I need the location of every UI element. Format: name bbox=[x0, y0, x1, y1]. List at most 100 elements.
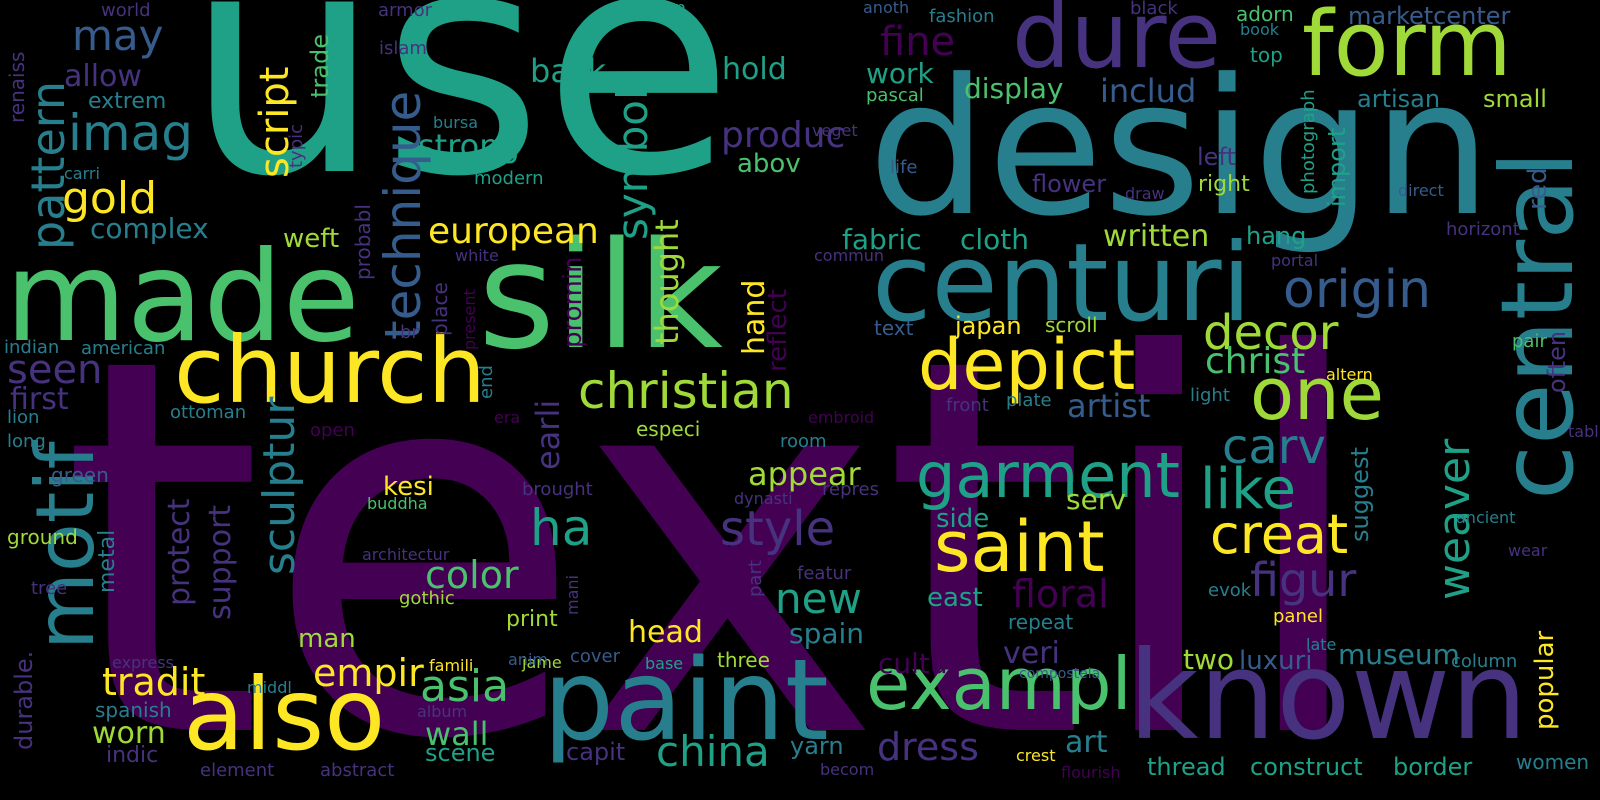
word-gold: gold bbox=[62, 173, 158, 224]
word-suggest: suggest bbox=[1346, 447, 1374, 542]
word-head: head bbox=[628, 615, 703, 650]
word-cover: cover bbox=[570, 646, 621, 667]
word-black: black bbox=[1130, 0, 1178, 19]
word-hang: hang bbox=[1246, 222, 1307, 250]
word-sculptur: sculptur bbox=[254, 396, 305, 575]
word-floral: floral bbox=[1012, 572, 1109, 616]
word-art: art bbox=[1065, 725, 1108, 760]
word-first: first bbox=[10, 382, 69, 417]
word-cultur: cultur bbox=[878, 647, 960, 680]
word-popular: popular bbox=[1530, 630, 1560, 730]
word-produc: produc bbox=[721, 115, 846, 156]
word-cloth: cloth bbox=[960, 223, 1030, 256]
word-jame: jame bbox=[522, 653, 562, 672]
word-indian: indian bbox=[4, 337, 60, 358]
word-museum: museum bbox=[1338, 638, 1460, 671]
word-white: white bbox=[455, 246, 499, 265]
word-work: work bbox=[866, 57, 934, 90]
word-scroll: scroll bbox=[1045, 313, 1098, 337]
word-tree: tree bbox=[31, 578, 68, 599]
word-appear: appear bbox=[748, 455, 861, 493]
word-life: life bbox=[890, 157, 918, 178]
word-anim: anim bbox=[508, 650, 548, 669]
word-tabl: tabl bbox=[1568, 422, 1599, 441]
word-durable: durable. bbox=[10, 650, 38, 750]
word-made: made bbox=[5, 225, 360, 370]
word-book: book bbox=[1240, 20, 1279, 39]
word-part: part bbox=[745, 560, 766, 597]
word-women: women bbox=[1516, 750, 1590, 774]
word-compostela: compostela bbox=[1019, 666, 1101, 682]
word-typic: typic bbox=[286, 123, 307, 168]
word-era: era bbox=[494, 408, 521, 427]
word-weft: weft bbox=[283, 224, 340, 254]
word-china: china bbox=[656, 727, 770, 776]
word-evok: evok bbox=[1208, 580, 1252, 601]
word-repres: repres bbox=[822, 479, 879, 500]
word-church: church bbox=[174, 317, 486, 424]
word-wall: wall bbox=[425, 715, 489, 753]
word-br: br bbox=[400, 322, 419, 343]
word-flower: flower bbox=[1032, 170, 1107, 198]
word-written: written bbox=[1103, 219, 1210, 254]
word-east: east bbox=[927, 583, 983, 613]
word-left: left bbox=[1197, 143, 1236, 171]
word-luxuri: luxuri bbox=[1239, 646, 1313, 676]
word-veri: veri bbox=[1003, 636, 1060, 671]
word-american: american bbox=[81, 338, 166, 359]
word-construct: construct bbox=[1250, 753, 1363, 781]
word-ancient: ancient bbox=[1456, 508, 1516, 527]
word-exampl: exampl bbox=[866, 642, 1132, 726]
word-ha: ha bbox=[530, 499, 593, 557]
word-kesi: kesi bbox=[383, 472, 434, 502]
word-reflect: reflect bbox=[763, 289, 793, 372]
word-architectur: architectur bbox=[362, 545, 450, 564]
word-fabric: fabric bbox=[842, 223, 922, 256]
word-centuri: centuri bbox=[872, 221, 1252, 346]
word-saint: saint bbox=[934, 506, 1105, 588]
word-veget: veget bbox=[812, 121, 858, 140]
word-renaiss: renaiss bbox=[5, 51, 29, 123]
word-symbol: symbol bbox=[608, 88, 657, 240]
word-japan: japan bbox=[955, 312, 1022, 340]
word-promin: promin bbox=[558, 256, 588, 348]
word-express: express bbox=[112, 653, 174, 672]
word-modern: modern bbox=[474, 168, 544, 189]
word-adorn: adorn bbox=[1236, 2, 1294, 26]
word-direct: direct bbox=[1398, 181, 1444, 200]
word-often: often bbox=[1543, 330, 1571, 393]
word-three: three bbox=[717, 648, 770, 672]
word-man: man bbox=[298, 624, 356, 654]
word-earli: earli bbox=[529, 399, 567, 470]
word-present: present bbox=[460, 289, 479, 350]
word-commun: commun bbox=[814, 246, 885, 265]
word-one: one bbox=[1250, 352, 1384, 436]
word-complex: complex bbox=[90, 212, 209, 245]
word-textil: textil bbox=[60, 247, 1376, 800]
word-altern: altern bbox=[1326, 365, 1373, 384]
word-becom: becom bbox=[820, 760, 875, 779]
word-album: album bbox=[417, 702, 468, 721]
word-may: may bbox=[72, 11, 164, 60]
word-plate: plate bbox=[1006, 390, 1052, 411]
word-small: small bbox=[1483, 85, 1547, 113]
word-abstract: abstract bbox=[320, 760, 395, 781]
word-wear: wear bbox=[1508, 541, 1548, 560]
word-featur: featur bbox=[797, 563, 852, 584]
word-color: color bbox=[425, 553, 519, 597]
word-yarn: yarn bbox=[790, 732, 844, 760]
word-especi: especi bbox=[636, 417, 701, 441]
word-text: text bbox=[874, 316, 914, 340]
word-also: also bbox=[183, 656, 386, 773]
word-print: print bbox=[506, 607, 558, 632]
word-use: use bbox=[185, 0, 734, 245]
word-pascal: pascal bbox=[866, 85, 924, 106]
word-christian: christian bbox=[578, 362, 794, 420]
word-column: column bbox=[1451, 651, 1518, 672]
word-portal: portal bbox=[1271, 251, 1319, 270]
word-place: place bbox=[428, 282, 452, 336]
word-dure: dure bbox=[1012, 0, 1222, 89]
word-scene: scene bbox=[425, 739, 496, 767]
word-fine: fine bbox=[880, 19, 956, 65]
word-repeat: repeat bbox=[1008, 610, 1074, 634]
